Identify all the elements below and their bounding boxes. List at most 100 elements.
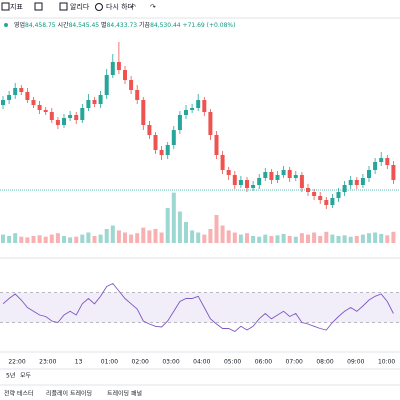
candle-body [74,115,79,120]
volume-bar [1,234,5,243]
volume-bar [55,233,60,243]
time-label: 09:00 [347,359,364,366]
candle-body [251,185,256,188]
candle-body [135,90,140,100]
candle-body [7,95,12,100]
volume-bar [373,232,378,243]
volume-bar [208,229,213,243]
time-axis: 22:00 23:00 13 01:00 02:00 03:00 04:00 05:00 06:… [8,359,395,366]
candle-body [1,100,5,105]
candle-body [391,165,396,180]
volume-bar [19,236,24,243]
rsi-line [2,282,394,333]
candle-body [269,172,274,180]
toolbar-button[interactable]: 알리다 [70,2,90,11]
volume-bar [86,232,91,243]
candle-body [220,155,225,170]
candle-body [360,178,365,185]
layout-icon[interactable] [34,2,43,11]
volume-bar [43,236,48,243]
volume-bar [165,208,170,243]
time-label: 08:00 [316,359,333,366]
candle-body [171,130,176,145]
range-button[interactable]: 5년 [6,372,15,380]
volume-bar [49,234,54,243]
volume-bar [287,236,292,243]
candle-body [49,112,54,120]
candle-body [177,115,182,130]
candle-body [98,95,103,104]
range-button[interactable]: 모두 [20,373,32,380]
redo-button[interactable]: ↷ [150,3,156,11]
footer-tab[interactable]: 전략 테스터 [4,390,34,398]
rsi-pane [0,282,400,333]
candle-body [110,62,115,75]
volume-bar [220,225,225,243]
volume-bar [232,232,237,243]
time-label: 13 [75,359,83,366]
time-label: 06:00 [255,359,272,366]
candle-body [202,100,207,112]
candle-body [263,172,268,178]
volume-bar [196,232,201,243]
volume-bar [190,230,195,243]
time-label: 03:00 [162,359,179,366]
candle-body [306,188,310,192]
legend-row: 영업84,458.75 시간84,545.45 별84,433.73 기끔84,… [14,21,235,29]
volume-bar [245,233,249,243]
volume-bar [330,234,335,243]
time-label: 22:00 [8,359,25,366]
volume-bar [251,236,256,243]
volume-bar [281,233,286,243]
undo-button[interactable]: ↶ [130,3,136,11]
candle-body [31,100,36,105]
candle-body [92,100,97,104]
volume-bar [226,230,231,243]
time-label: 07:00 [286,359,303,366]
candle-body [196,100,201,108]
legend-dot [4,23,8,27]
candle-body [354,180,359,185]
candle-body [245,180,249,188]
candle-body [287,170,292,178]
candle-body [86,100,91,108]
candle-body [275,175,280,180]
volume-bar [141,227,146,243]
volume-bar [110,225,115,243]
candle-body [25,92,30,100]
toolbar-button[interactable]: 지표 [10,2,23,11]
volume-bar [80,234,85,243]
candle-body [153,135,158,150]
candle-body [190,108,195,110]
volume-bar [367,233,371,243]
time-label: 04:00 [193,359,210,366]
volume-bar [342,235,347,243]
volume-bar [37,235,42,243]
volume-bar [312,232,317,243]
candle-body [68,115,73,118]
candle-body [184,110,188,115]
volume-bar [275,235,280,243]
volume-bar [74,236,79,243]
volume-bar [92,236,97,243]
candle-body [385,158,390,165]
candle-body [232,175,237,185]
candle-body [336,192,341,198]
footer-tab[interactable]: 트레이딩 패널 [107,390,142,398]
candle-body [62,118,66,125]
volume-bar [184,222,188,243]
time-label: 02:00 [132,359,149,366]
footer-tab[interactable]: 리플레이 트레이딩 [46,390,92,398]
value: 84,545.45 [69,22,100,29]
volume-bar [336,236,341,243]
indicator-icon [1,2,10,11]
toolbar-button[interactable]: 다시 하다 [106,2,135,11]
candle-body [123,70,127,80]
price-pane [0,42,400,243]
candle-body [257,178,262,185]
label: 별 [101,21,107,29]
volume-bar [98,234,103,243]
label: 시간 [58,21,70,29]
